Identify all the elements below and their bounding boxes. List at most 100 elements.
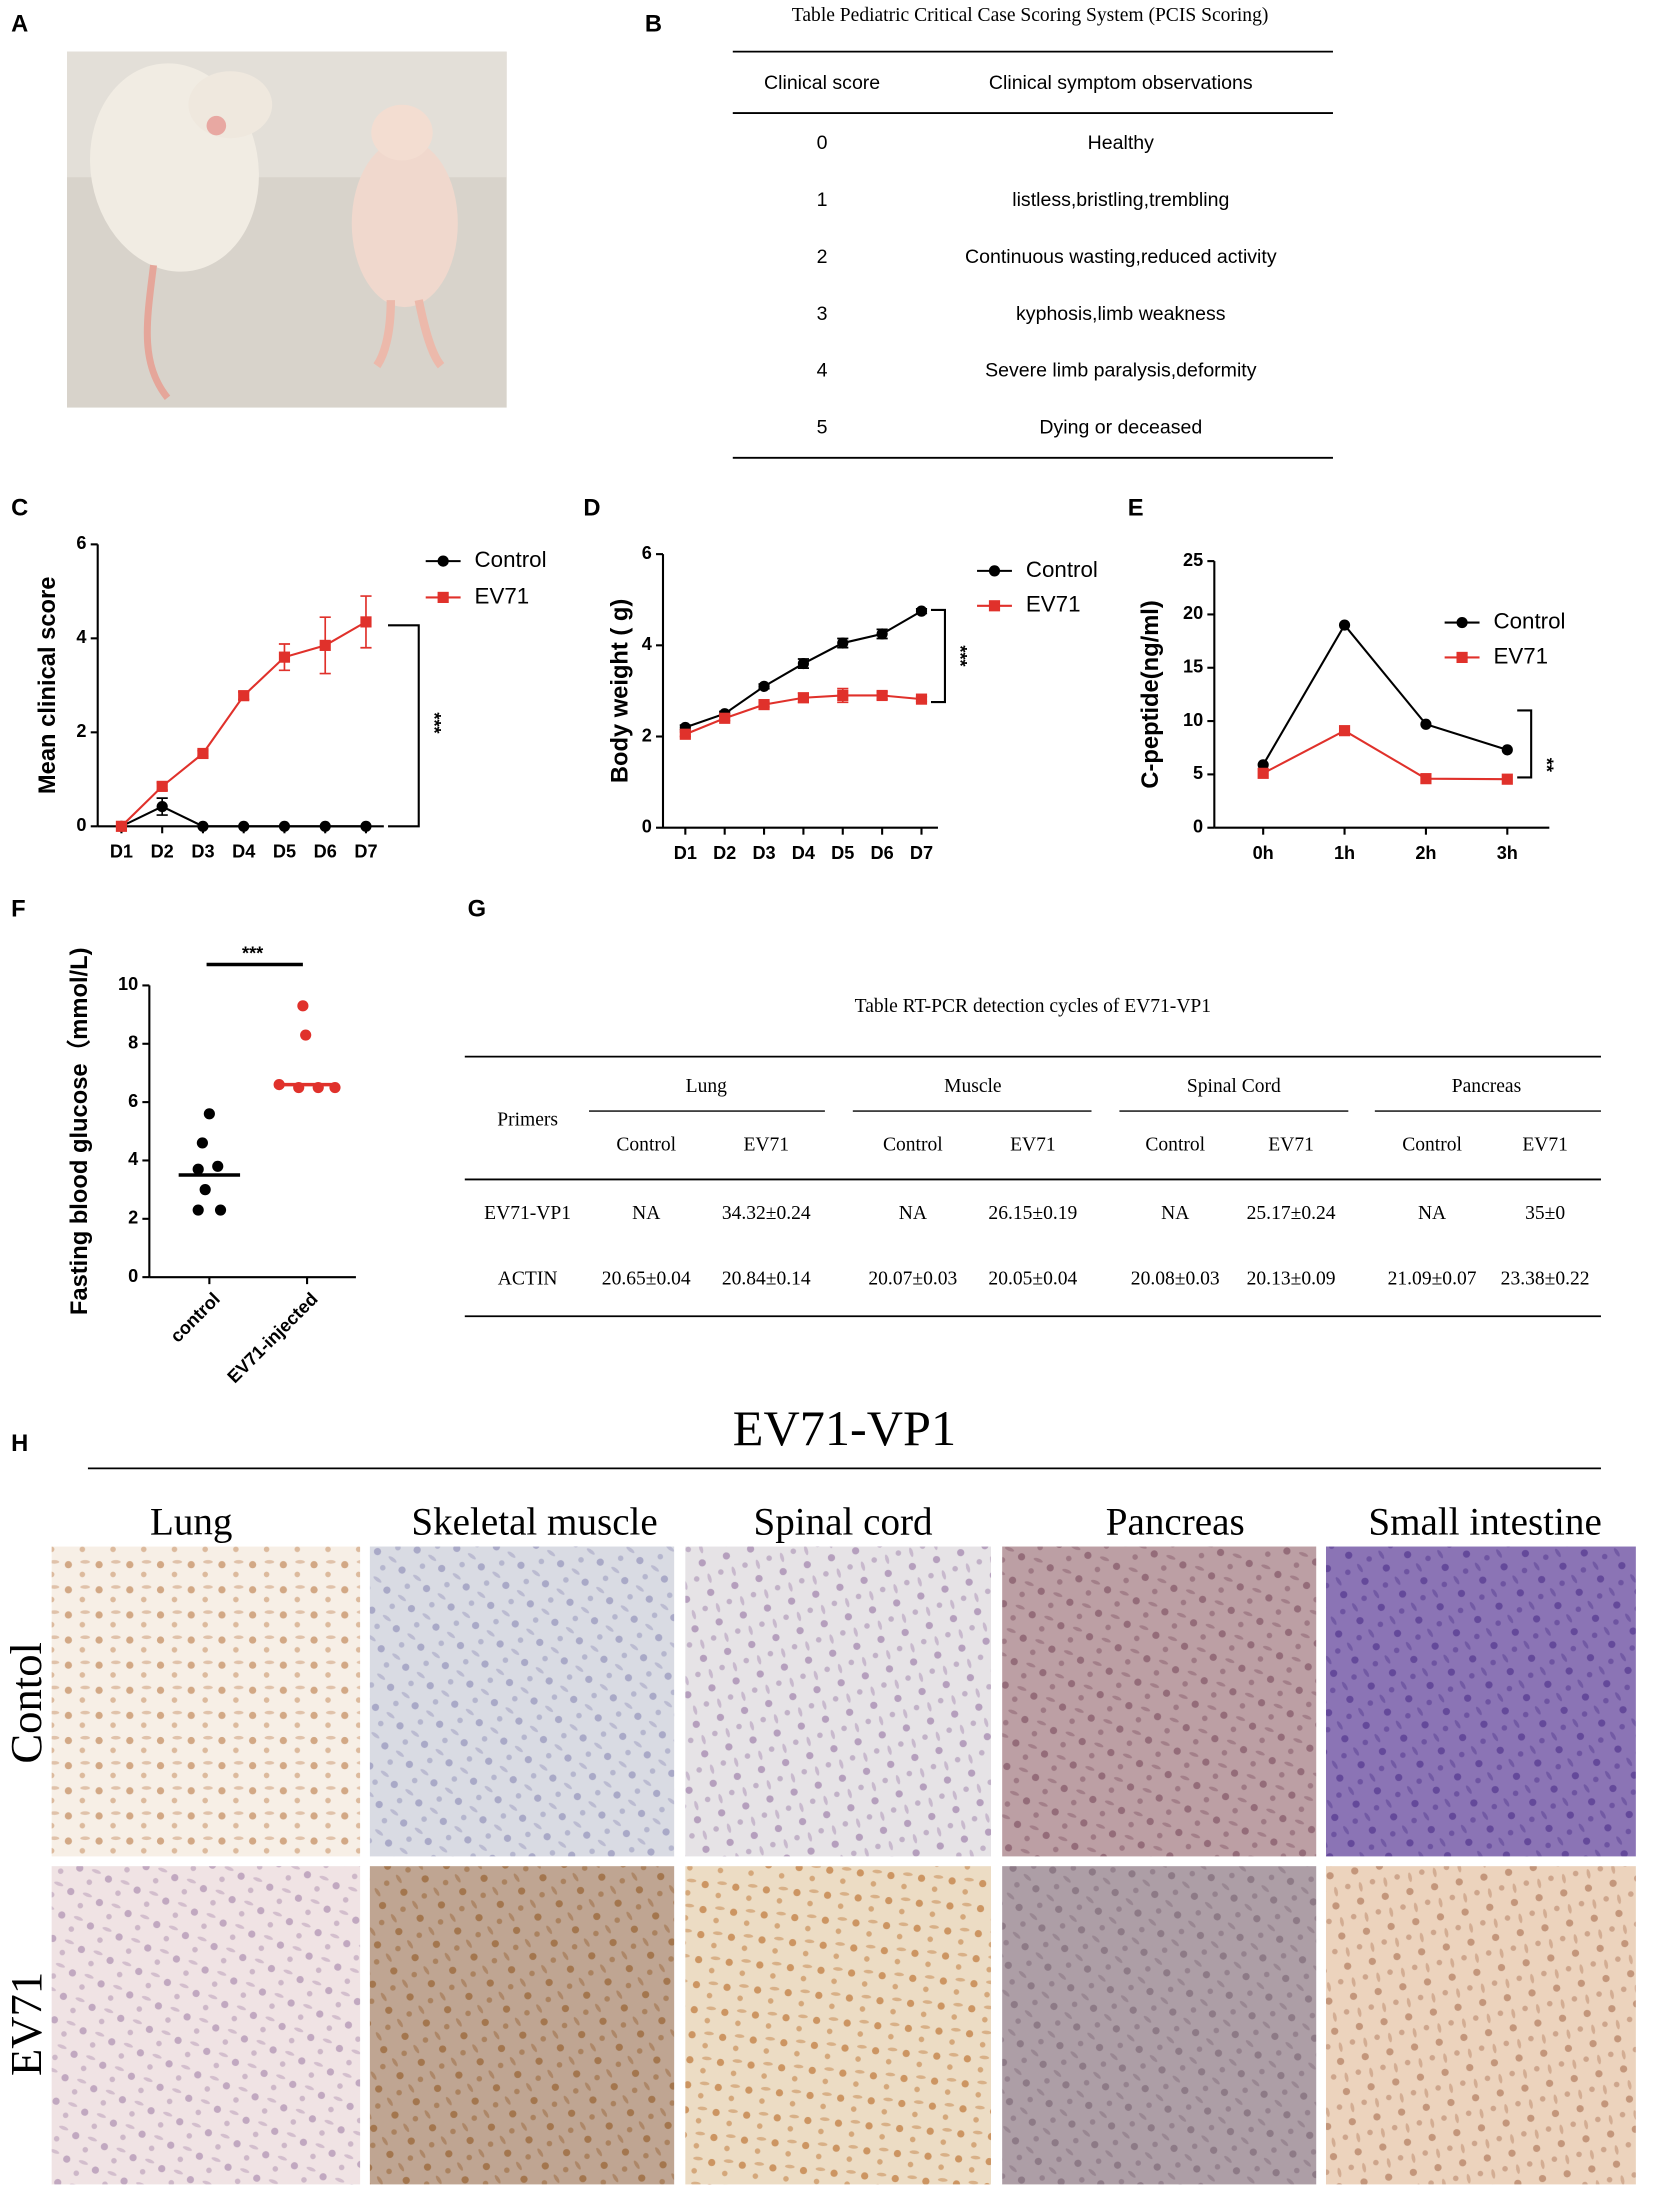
table-cell: NA <box>899 1203 927 1224</box>
legend-label: EV71 <box>1026 592 1081 617</box>
table-cell: NA <box>1418 1203 1446 1224</box>
table-cell: 3 <box>817 303 828 325</box>
point <box>915 605 928 617</box>
ihc-image <box>51 1866 361 2185</box>
series-line <box>1262 623 1508 766</box>
ihc-image <box>369 1546 675 1857</box>
point <box>238 820 250 832</box>
y-tick-label: 25 <box>1183 550 1203 570</box>
point <box>212 1160 224 1172</box>
table-subheader: EV71 <box>1268 1134 1314 1155</box>
column-label: Spinal cord <box>754 1501 934 1544</box>
y-tick-label: 0 <box>1193 817 1203 837</box>
x-tick-label: D2 <box>151 842 174 862</box>
ihc-image <box>685 1866 992 2185</box>
y-tick-label: 2 <box>128 1208 138 1228</box>
point <box>192 1163 204 1175</box>
point <box>758 680 770 692</box>
table-cell: 34.32±0.24 <box>722 1203 811 1224</box>
panel-label: D <box>583 496 600 522</box>
series-line <box>120 620 367 828</box>
point <box>300 1029 312 1041</box>
ihc-image <box>1002 1866 1317 2185</box>
significance-label: *** <box>242 944 264 964</box>
x-tick-label: D4 <box>792 843 815 863</box>
x-tick-label: D5 <box>831 843 854 863</box>
point <box>719 712 731 724</box>
legend-marker <box>988 565 1001 577</box>
mouse <box>351 139 458 308</box>
table-cell: Severe limb paralysis,deformity <box>985 360 1257 382</box>
point <box>192 1204 204 1216</box>
point <box>196 1137 208 1149</box>
point <box>278 820 291 832</box>
mouse-head <box>371 104 433 161</box>
table-cell: 20.05±0.04 <box>988 1268 1077 1289</box>
significance-label: *** <box>950 645 970 667</box>
point <box>197 820 209 832</box>
mouse-head <box>188 71 273 139</box>
point <box>1338 619 1351 631</box>
legend-label: Control <box>1026 557 1098 582</box>
table-cell: 23.38±0.22 <box>1501 1268 1590 1289</box>
y-tick-label: 4 <box>128 1149 138 1169</box>
point <box>1420 773 1432 785</box>
y-tick-label: 10 <box>1183 710 1203 730</box>
mouse-ear <box>206 115 227 136</box>
point <box>1257 759 1269 771</box>
point <box>758 699 770 711</box>
significance-bracket <box>1517 709 1533 779</box>
photo <box>66 51 507 408</box>
y-tick-label: 0 <box>76 815 86 835</box>
panel-label: C <box>11 496 28 522</box>
table-cell: NA <box>632 1203 660 1224</box>
significance-bracket <box>930 608 946 704</box>
legend-label: EV71 <box>475 583 530 608</box>
table: Table RT-PCR detection cycles of EV71-VP… <box>464 996 1601 1318</box>
x-tick-label: D6 <box>871 843 894 863</box>
table-header: Primers <box>497 1109 558 1130</box>
table-subheader: EV71 <box>743 1134 789 1155</box>
table-cell: 0 <box>817 132 828 154</box>
table-cell: 20.08±0.03 <box>1131 1268 1220 1289</box>
y-tick-label: 15 <box>1183 657 1203 677</box>
mouse-legs <box>373 299 445 369</box>
ihc-image <box>51 1546 361 1857</box>
point <box>915 693 928 705</box>
point <box>1257 767 1269 779</box>
table-cell: 25.17±0.24 <box>1247 1203 1336 1224</box>
y-tick-label: 0 <box>642 817 652 837</box>
panel-label: A <box>11 11 28 37</box>
y-axis-label: Fasting blood glucose（mmol/L) <box>66 947 93 1315</box>
table-cell: 20.84±0.14 <box>722 1268 811 1289</box>
point <box>238 690 250 702</box>
legend-label: EV71 <box>1493 643 1548 668</box>
table-cell: Continuous wasting,reduced activity <box>965 246 1277 268</box>
point <box>156 800 168 813</box>
table-cell: 20.13±0.09 <box>1247 1268 1336 1289</box>
table-subheader: Control <box>1145 1134 1205 1155</box>
table-cell: 2 <box>817 246 828 268</box>
panel-label: G <box>468 896 486 922</box>
point <box>837 637 849 649</box>
x-tick-label: D1 <box>110 842 133 862</box>
ihc-grid: Lung Skeletal muscle Spinal cord Pancreas Sm… <box>1 1501 1636 2185</box>
x-tick-label: control <box>166 1289 224 1347</box>
y-tick-label: 0 <box>128 1266 138 1286</box>
significance-label: *** <box>424 712 444 734</box>
chart: 0 2 4 6 8 10 Fasting blood glucose（mmol/L) cont… <box>66 944 356 1387</box>
x-tick-label: D7 <box>910 843 933 863</box>
legend-marker <box>1456 616 1468 629</box>
x-tick-label: 2h <box>1415 843 1436 863</box>
point <box>197 747 209 760</box>
point <box>1420 718 1432 730</box>
x-tick-label: D5 <box>273 842 296 862</box>
x-tick-label: D2 <box>713 843 736 863</box>
panel-label: F <box>11 896 26 922</box>
table-caption: Table RT-PCR detection cycles of EV71-VP… <box>855 996 1211 1017</box>
y-axis-label: C-peptide(ng/ml) <box>1138 600 1164 788</box>
y-tick-label: 4 <box>76 627 86 647</box>
legend-marker <box>437 591 449 603</box>
point <box>214 1204 227 1216</box>
